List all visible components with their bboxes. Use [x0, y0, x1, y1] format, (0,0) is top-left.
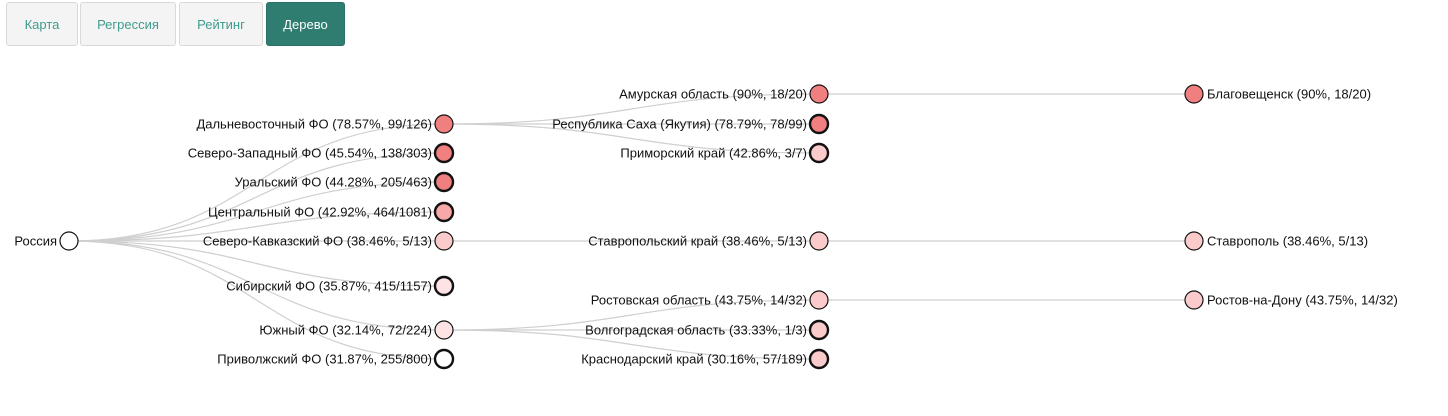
tree-node-circle[interactable]: [808, 142, 830, 164]
tree-links: [68, 93, 1194, 360]
tree-link: [443, 123, 820, 154]
tree-node-circle[interactable]: [434, 320, 454, 340]
tree-node-label: Северо-Западный ФО (45.54%, 138/303): [188, 146, 432, 161]
tree-node-label: Амурская область (90%, 18/20): [619, 87, 807, 102]
tree-node-skfo[interactable]: Северо-Кавказский ФО (38.46%, 5/13): [203, 231, 454, 251]
tree-node-label: Дальневосточный ФО (78.57%, 99/126): [196, 117, 432, 132]
tab-tree[interactable]: Дерево: [266, 2, 345, 46]
tree-node-kras[interactable]: Краснодарский край (30.16%, 57/189): [581, 348, 830, 370]
tree-node-label: Республика Саха (Якутия) (78.79%, 78/99): [552, 117, 807, 132]
tree-link: [68, 211, 445, 242]
tree-node-stavk[interactable]: Ставропольский край (38.46%, 5/13): [588, 231, 829, 251]
tree-node-label: Северо-Кавказский ФО (38.46%, 5/13): [203, 234, 432, 249]
tree-node-volg[interactable]: Волгоградская область (33.33%, 1/3): [585, 319, 830, 341]
tree-node-saha[interactable]: Республика Саха (Якутия) (78.79%, 78/99): [552, 113, 830, 135]
tree-node-label: Благовещенск (90%, 18/20): [1207, 87, 1371, 102]
tab-map[interactable]: Карта: [6, 2, 78, 46]
tree-node-prim[interactable]: Приморский край (42.86%, 3/7): [620, 142, 830, 164]
tree-node-circle[interactable]: [434, 114, 454, 134]
tree-node-circle[interactable]: [433, 348, 455, 370]
tree-link: [68, 240, 445, 360]
tree-node-circle[interactable]: [433, 201, 455, 223]
tree-node-pfo[interactable]: Приволжский ФО (31.87%, 255/800): [217, 348, 455, 370]
tree-link: [443, 299, 820, 331]
tree-node-urfo[interactable]: Уральский ФО (44.28%, 205/463): [235, 171, 455, 193]
tree-link: [68, 181, 445, 242]
tree-node-label: Ростов-на-Дону (43.75%, 14/32): [1207, 293, 1398, 308]
tree-node-circle[interactable]: [809, 290, 829, 310]
tree-node-label: Центральный ФО (42.92%, 464/1081): [208, 205, 432, 220]
tree-link: [443, 93, 820, 125]
tree-node-circle[interactable]: [1184, 84, 1204, 104]
tree-node-label: Ростовская область (43.75%, 14/32): [591, 293, 807, 308]
tab-regression[interactable]: Регрессия: [80, 2, 176, 46]
tree-node-label: Краснодарский край (30.16%, 57/189): [581, 352, 807, 367]
tab-rating[interactable]: Рейтинг: [179, 2, 263, 46]
tree-link: [68, 240, 445, 331]
tree-node-circle[interactable]: [434, 231, 454, 251]
tree-node-circle[interactable]: [1184, 290, 1204, 310]
tree-node-rost[interactable]: Ростовская область (43.75%, 14/32): [591, 290, 829, 310]
tree-node-label: Ставропольский край (38.46%, 5/13): [588, 234, 807, 249]
tree-node-stav[interactable]: Ставрополь (38.46%, 5/13): [1184, 231, 1368, 251]
tree-node-label: Уральский ФО (44.28%, 205/463): [235, 175, 432, 190]
tree-node-rnd[interactable]: Ростов-на-Дону (43.75%, 14/32): [1184, 290, 1398, 310]
tree-node-amur[interactable]: Амурская область (90%, 18/20): [619, 84, 829, 104]
tree-node-root[interactable]: Россия: [14, 231, 79, 251]
tree-node-yufo[interactable]: Южный ФО (32.14%, 72/224): [259, 320, 454, 340]
tree-node-sfo[interactable]: Сибирский ФО (35.87%, 415/1157): [226, 275, 455, 297]
tree-node-blag[interactable]: Благовещенск (90%, 18/20): [1184, 84, 1371, 104]
tree-node-circle[interactable]: [433, 142, 455, 164]
tree-node-circle[interactable]: [433, 171, 455, 193]
tree-node-label: Приволжский ФО (31.87%, 255/800): [217, 352, 432, 367]
tree-node-label: Россия: [14, 234, 57, 249]
tree-link: [68, 240, 445, 287]
tree-node-label: Южный ФО (32.14%, 72/224): [259, 323, 432, 338]
tree-link: [443, 329, 820, 360]
tree-node-circle[interactable]: [809, 84, 829, 104]
tree-node-circle[interactable]: [433, 275, 455, 297]
tree-node-circle[interactable]: [808, 348, 830, 370]
tree-node-circle[interactable]: [59, 231, 79, 251]
tree-node-circle[interactable]: [809, 231, 829, 251]
tree-node-circle[interactable]: [808, 113, 830, 135]
tree-node-label: Волгоградская область (33.33%, 1/3): [585, 323, 807, 338]
tree-node-szfo[interactable]: Северо-Западный ФО (45.54%, 138/303): [188, 142, 455, 164]
tree-node-label: Приморский край (42.86%, 3/7): [620, 146, 807, 161]
tree-link: [68, 123, 445, 242]
tree-link: [68, 152, 445, 242]
tree-node-circle[interactable]: [1184, 231, 1204, 251]
tree-node-circle[interactable]: [808, 319, 830, 341]
tree-node-dfo[interactable]: Дальневосточный ФО (78.57%, 99/126): [196, 114, 454, 134]
tree-node-label: Ставрополь (38.46%, 5/13): [1207, 234, 1368, 249]
tree-nodes: Россия Дальневосточный ФО (78.57%, 99/126…: [14, 84, 1398, 370]
tree-node-label: Сибирский ФО (35.87%, 415/1157): [226, 279, 432, 294]
tree-node-cfo[interactable]: Центральный ФО (42.92%, 464/1081): [208, 201, 455, 223]
